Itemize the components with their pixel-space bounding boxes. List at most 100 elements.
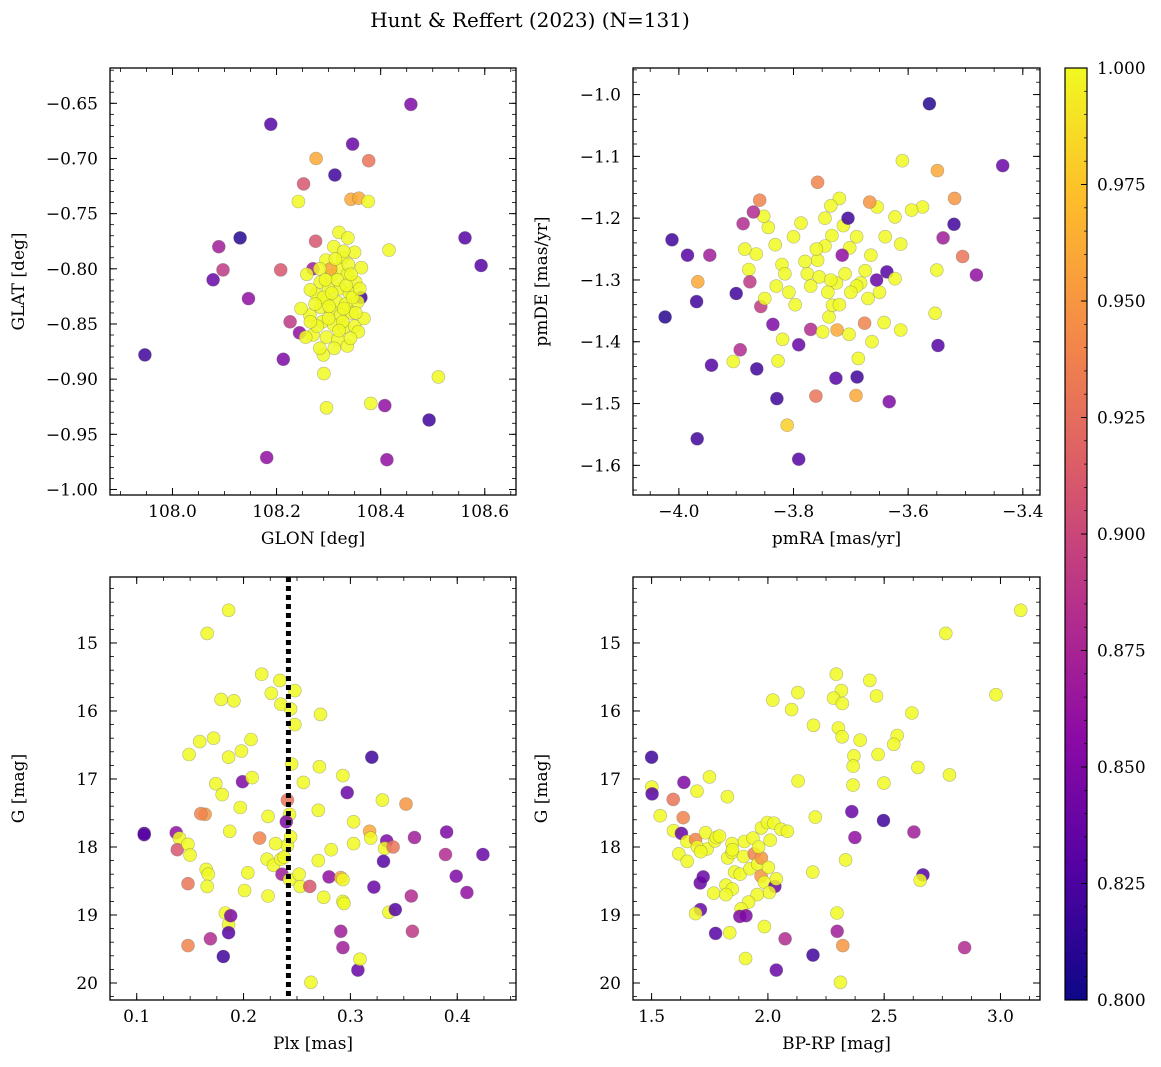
data-point [849,229,864,244]
x-tick-label: 108.4 [356,502,405,522]
data-point [214,692,228,707]
data-point [363,831,378,845]
data-point [274,697,288,712]
data-point [407,830,422,845]
data-point [803,279,818,293]
data-point [780,418,795,433]
data-point [312,341,327,356]
data-point [818,211,832,225]
colorbar-tick-label: 0.900 [1097,525,1146,545]
data-point [222,824,237,839]
data-point [308,234,323,248]
data-point [318,272,333,287]
data-point [733,342,748,357]
data-point [835,248,850,262]
data-point [221,750,236,765]
data-point [336,244,351,258]
data-point [938,626,953,641]
data-point [296,177,311,191]
data-point [832,297,847,312]
x-tick-label: −3.8 [773,502,814,522]
data-point [343,331,358,346]
data-point [273,673,287,688]
y-tick-label: 20 [599,974,621,994]
data-point [794,216,808,230]
data-point [332,323,346,338]
data-point [254,667,269,682]
data-point [838,853,853,867]
data-point [658,310,672,324]
data-point [848,830,862,845]
data-point [291,194,306,209]
data-point [725,842,740,857]
data-point [806,948,820,962]
data-point [321,311,336,326]
data-point [299,267,314,282]
data-point [850,370,864,384]
x-tick-label: −3.6 [888,502,929,522]
data-point [474,258,488,273]
data-point [750,887,765,902]
data-point [181,876,195,891]
data-point [337,896,351,911]
data-point [886,737,901,752]
data-point [192,734,207,749]
data-point [309,151,323,166]
data-point [877,315,891,330]
data-point [895,153,910,168]
figure-title: Hunt & Reffert (2023) (N=131) [370,8,690,32]
y-tick-label: 18 [599,838,621,858]
y-tick-label: −0.65 [46,94,98,114]
data-point [729,286,744,301]
data-point [778,931,792,946]
x-tick-label: 1.5 [638,1007,665,1027]
data-point [261,809,275,824]
y-tick-label: 20 [76,974,98,994]
data-point [757,291,772,306]
data-point [276,352,291,367]
data-point [835,696,850,711]
data-point [905,706,919,720]
data-point [313,707,328,722]
x-tick-label: 108.6 [460,502,509,522]
data-point [404,889,419,903]
data-point [708,926,723,941]
data-point [348,306,363,320]
colorbar-tick-label: 0.850 [1097,758,1146,778]
data-point [399,797,413,811]
data-point [200,626,214,641]
data-point [806,718,821,733]
data-point [671,846,686,861]
x-tick-label: 2.5 [871,1007,898,1027]
data-point [380,452,394,467]
data-point [298,330,313,345]
data-point [911,760,925,775]
data-point [830,323,844,337]
data-point [769,963,784,977]
data-point [449,869,464,884]
data-point [904,203,919,217]
x-axis-label: GLON [deg] [261,529,365,549]
y-tick-label: −0.80 [46,260,98,280]
data-point [743,274,757,289]
y-tick-label: 19 [76,906,98,926]
data-point [676,810,691,825]
data-point [312,759,327,774]
data-point [830,906,844,920]
data-point [869,689,884,703]
data-point [809,242,824,256]
data-point [719,887,733,902]
scatter-points [644,603,1028,990]
data-point [862,195,877,209]
data-point [846,759,861,773]
data-point [431,370,446,384]
data-point [862,673,877,688]
data-point [386,840,400,854]
colorbar-tick-label: 1.000 [1097,59,1146,79]
data-point [361,153,376,168]
y-axis-label: G [mag] [9,754,29,823]
data-point [712,829,727,843]
data-point [665,233,679,247]
data-point [907,825,921,839]
y-axis-label: GLAT [deg] [9,232,29,330]
